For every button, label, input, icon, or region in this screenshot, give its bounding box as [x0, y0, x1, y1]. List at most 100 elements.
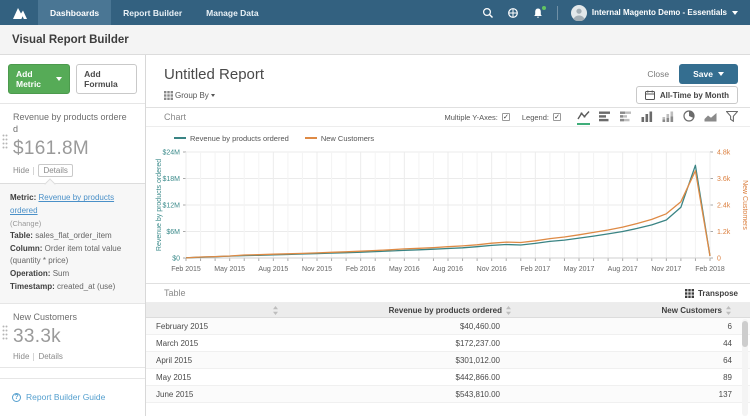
- calendar-icon: [644, 90, 655, 100]
- chart-section-bar: Chart Multiple Y-Axes: Legend:: [146, 107, 750, 127]
- avatar: [570, 4, 587, 21]
- operation-detail-label: Operation:: [10, 269, 51, 279]
- save-label: Save: [693, 69, 713, 79]
- nav-item-manage-data[interactable]: Manage Data: [194, 0, 270, 25]
- svg-text:Feb 2018: Feb 2018: [695, 266, 725, 273]
- divider: [33, 166, 35, 175]
- bell-icon[interactable]: [532, 5, 546, 19]
- metric-details-button[interactable]: Details: [38, 164, 73, 178]
- operation-detail-value: Sum: [52, 269, 70, 279]
- stacked-horizontal-bar-chart-icon[interactable]: [620, 111, 632, 124]
- svg-text:Feb 2015: Feb 2015: [171, 266, 201, 273]
- cell-revenue: $442,866.00: [455, 372, 501, 382]
- svg-text:Feb 2016: Feb 2016: [346, 266, 376, 273]
- column-header-revenue[interactable]: Revenue by products ordered: [283, 305, 512, 315]
- column-header-period[interactable]: [146, 305, 283, 315]
- svg-text:$24M: $24M: [162, 150, 180, 157]
- horizontal-bar-chart-icon[interactable]: [599, 111, 611, 124]
- drag-handle-icon[interactable]: [2, 325, 8, 346]
- sort-icon[interactable]: [725, 305, 732, 315]
- cell-revenue: $301,012.00: [455, 355, 501, 365]
- add-formula-button[interactable]: Add Formula: [76, 64, 137, 94]
- search-icon[interactable]: [482, 7, 494, 19]
- save-button[interactable]: Save: [679, 64, 738, 84]
- column-header-customers[interactable]: New Customers: [512, 305, 750, 315]
- svg-text:Aug 2015: Aug 2015: [258, 266, 288, 273]
- group-by-label: Group By: [175, 90, 209, 100]
- metric-detail-link[interactable]: Revenue by products ordered: [10, 193, 115, 216]
- timestamp-detail-label: Timestamp:: [10, 282, 55, 292]
- report-title[interactable]: Untitled Report: [164, 65, 265, 83]
- svg-text:Feb 2017: Feb 2017: [521, 266, 551, 273]
- hide-metric-link[interactable]: Hide: [13, 166, 30, 176]
- table-body: February 2015 $40,460.00 6 March 2015 $1…: [146, 318, 750, 403]
- multiple-y-axes-checkbox[interactable]: [501, 113, 510, 121]
- transpose-button[interactable]: Transpose: [684, 288, 738, 298]
- sort-icon[interactable]: [505, 305, 512, 315]
- timestamp-detail-value: created_at (use): [57, 282, 116, 292]
- area-chart-icon[interactable]: [704, 111, 717, 124]
- pie-chart-icon[interactable]: [683, 110, 695, 124]
- line-chart-icon[interactable]: [577, 110, 590, 125]
- group-by-button[interactable]: Group By: [164, 90, 215, 100]
- stacked-column-chart-icon[interactable]: [662, 111, 674, 124]
- sidebar-buttons: Add Metric Add Formula: [0, 55, 145, 104]
- legend-item-label: New Customers: [320, 133, 375, 143]
- globe-icon[interactable]: [507, 7, 519, 19]
- column-detail-label: Column:: [10, 243, 43, 253]
- drag-handle-icon[interactable]: [2, 133, 8, 154]
- svg-text:May 2016: May 2016: [389, 266, 420, 273]
- nav-item-label: Manage Data: [206, 7, 259, 18]
- add-metric-label: Add Metric: [16, 69, 42, 89]
- legend-item-revenue[interactable]: Revenue by products ordered: [174, 134, 289, 143]
- metric-value: 33.3k: [13, 326, 61, 347]
- svg-text:$12M: $12M: [162, 203, 180, 210]
- time-range-button[interactable]: All-Time by Month: [635, 86, 738, 104]
- svg-text:2.4k: 2.4k: [717, 203, 731, 210]
- legend-checkbox[interactable]: [553, 113, 561, 121]
- account-menu[interactable]: Internal Magento Demo - Essentials: [570, 4, 738, 21]
- page-header: Visual Report Builder: [0, 25, 750, 55]
- cell-period: February 2015: [156, 321, 209, 331]
- cell-revenue: $40,460.00: [459, 321, 500, 331]
- close-button[interactable]: Close: [647, 69, 670, 79]
- legend-item-label: Revenue by products ordered: [190, 133, 289, 143]
- legend-item-customers[interactable]: New Customers: [304, 133, 375, 143]
- svg-text:Nov 2015: Nov 2015: [302, 266, 332, 273]
- column-chart-icon[interactable]: [641, 111, 653, 124]
- report-toolbar: Group By All-Time by Month: [146, 85, 750, 107]
- metric-card-new-customers: New Customers 33.3k Hide Details: [0, 304, 145, 368]
- legend-label: Legend:: [521, 112, 549, 122]
- hide-metric-link[interactable]: Hide: [13, 352, 30, 361]
- sort-icon[interactable]: [272, 305, 279, 315]
- nav-item-label: Dashboards: [50, 7, 100, 18]
- metric-value: $161.8M: [13, 138, 90, 160]
- column-header-label: New Customers: [661, 305, 722, 315]
- add-metric-button[interactable]: Add Metric: [8, 64, 71, 94]
- table-row: June 2015 $543,810.00 137: [146, 386, 750, 403]
- cell-period: April 2015: [156, 355, 193, 365]
- table-row: April 2015 $301,012.00 64: [146, 352, 750, 369]
- report-canvas: Untitled Report Close Save Group By All-…: [146, 55, 750, 416]
- line-chart-plot: $0 0 $6M 1.2k $12M 2.4k $18M 3.6k $24M 4.8k Feb 20…: [156, 150, 748, 274]
- change-metric-link[interactable]: (Change): [10, 218, 42, 228]
- svg-text:New Customers: New Customers: [741, 180, 748, 230]
- metrics-sidebar: Add Metric Add Formula Revenue by produc…: [0, 55, 146, 416]
- svg-text:Aug 2017: Aug 2017: [608, 266, 638, 273]
- nav-item-dashboards[interactable]: Dashboards: [38, 0, 112, 25]
- metric-detail-label: Metric:: [10, 193, 37, 203]
- report-builder-guide[interactable]: Report Builder Guide: [0, 378, 145, 415]
- column-detail-value: Order item total value (quantity * price…: [10, 243, 122, 266]
- grid-icon: [164, 90, 173, 100]
- funnel-chart-icon[interactable]: [726, 110, 738, 124]
- chevron-down-icon: [718, 72, 724, 76]
- table-scrollbar-thumb[interactable]: [742, 321, 748, 347]
- nav-item-report-builder[interactable]: Report Builder: [111, 0, 194, 25]
- svg-text:4.8k: 4.8k: [717, 150, 731, 157]
- report-header: Untitled Report Close Save: [146, 55, 750, 85]
- chevron-down-icon: [732, 10, 738, 15]
- magento-bi-logo-icon: [0, 0, 38, 25]
- metric-details-button[interactable]: Details: [38, 352, 63, 361]
- chart-legend: Revenue by products ordered New Customer…: [174, 132, 750, 144]
